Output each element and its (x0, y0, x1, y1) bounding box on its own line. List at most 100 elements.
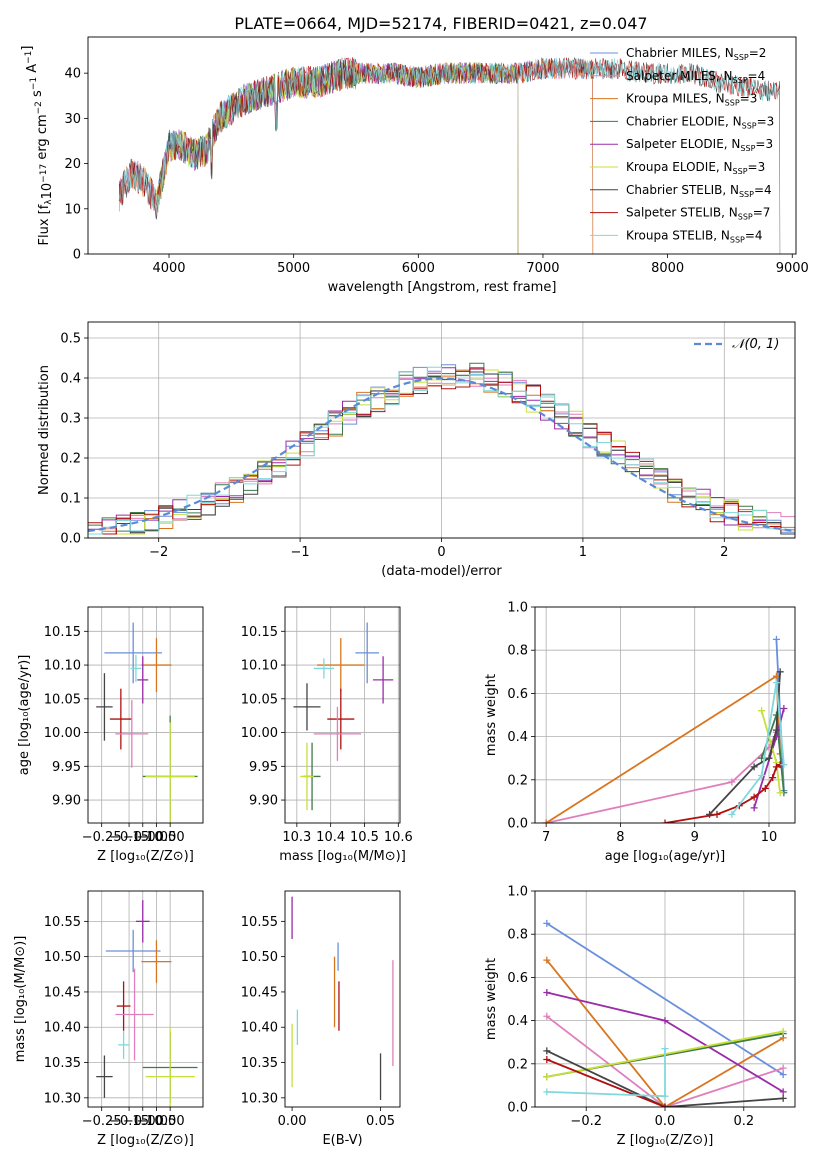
errorbar-point (313, 706, 362, 761)
weight-marker (772, 635, 780, 643)
x-tick-label: 10.4 (316, 830, 345, 845)
errorbar-point (137, 656, 149, 704)
y-tick-label: 0.2 (507, 1057, 528, 1072)
plot-area (96, 622, 198, 823)
weight-marker (543, 919, 551, 927)
y-tick-label: 10.45 (44, 985, 81, 1000)
y-tick-label: 0.8 (507, 644, 528, 659)
weight-marker (543, 989, 551, 997)
weight-marker (543, 1047, 551, 1055)
x-tick-label: −0.10 (123, 830, 163, 845)
y-tick-label: 0.1 (60, 492, 81, 507)
weight-line (546, 1015, 784, 1107)
x-tick-label: 10.6 (384, 830, 413, 845)
y-tick-label: 0.8 (507, 928, 528, 943)
y-tick-label: 0.2 (60, 452, 81, 467)
y-tick-label: 10.30 (241, 1091, 278, 1106)
x-tick-label: −0.05 (137, 830, 177, 845)
x-axis-label: Z [log₁₀(Z/Z⊙)] (97, 849, 194, 864)
y-axis-label: mass weight (484, 958, 499, 1040)
plot-area (293, 622, 394, 811)
y-tick-label: 0.6 (507, 687, 528, 702)
x-tick-label: 10 (761, 830, 778, 845)
panel-age_vs_Z: −0.25−0.15−0.10−0.050.00 9.90 9.95 10.00 10.… (17, 606, 204, 864)
x-tick-label: −0.15 (109, 1114, 149, 1129)
y-tick-label: 10.40 (241, 1021, 278, 1036)
axes-frame (87, 321, 796, 539)
y-axis-label: Flux [fλ10−17 erg cm−2 s−1 A−1] (20, 46, 55, 246)
weight-marker (750, 793, 758, 801)
y-tick-label: 10.00 (241, 726, 278, 741)
y-tick-label: 9.95 (249, 760, 278, 775)
y-tick-label: 1.0 (507, 601, 528, 616)
x-axis-label: mass [log₁₀(M/M⊙)] (279, 849, 406, 864)
y-tick-label: 20 (64, 157, 81, 172)
weight-marker (780, 761, 788, 769)
weight-marker (661, 1092, 669, 1100)
x-tick-label: −0.10 (123, 1114, 163, 1129)
weight-marker (765, 754, 773, 762)
axes-frame (284, 890, 401, 1108)
weight-marker (661, 819, 669, 823)
x-tick-label: 0 (437, 545, 445, 560)
legend-entry: Salpeter MILES, NSSP=4 (626, 69, 765, 85)
errorbar-point (300, 742, 314, 811)
x-tick-label: 9000 (776, 261, 809, 276)
y-tick-label: 0 (73, 248, 81, 263)
x-tick-label: 7000 (526, 261, 559, 276)
x-tick-label: −0.2 (570, 1114, 602, 1129)
plot-area (118, 56, 781, 254)
panel-mass_vs_EBV: 0.00 0.05 10.30 10.35 10.40 10.45 10.50 10.55 E(… (241, 890, 401, 1148)
weight-marker (543, 1055, 551, 1063)
x-tick-label: −1 (291, 545, 310, 560)
y-tick-label: 10.40 (44, 1021, 81, 1036)
y-tick-label: 10.50 (44, 950, 81, 965)
axes-frame (87, 606, 204, 824)
errorbar-point (118, 1030, 130, 1059)
weight-marker (750, 804, 758, 812)
y-tick-label: 0.6 (507, 971, 528, 986)
weight-marker (728, 810, 736, 818)
weight-marker (780, 705, 788, 713)
errorbar-point (293, 683, 321, 731)
y-tick-label: 10.10 (241, 659, 278, 674)
x-axis-label: (data-model)/error (381, 564, 502, 579)
legend-entry: Chabrier STELIB, NSSP=4 (626, 183, 772, 199)
weight-marker (661, 1103, 669, 1107)
weight-line (545, 731, 778, 823)
errorbar-point (104, 622, 162, 684)
x-tick-label: 4000 (152, 261, 185, 276)
y-tick-label: 0.5 (60, 332, 81, 347)
weight-marker (779, 1071, 787, 1079)
x-tick-label: 1 (579, 545, 587, 560)
plot-area (543, 919, 787, 1107)
x-axis-label: Z [log₁₀(Z/Z⊙)] (97, 1133, 194, 1148)
weight-line (731, 682, 785, 815)
y-axis-label: mass [log₁₀(M/M⊙)] (13, 936, 28, 1063)
x-tick-label: −0.25 (82, 1114, 122, 1129)
axes-frame (87, 890, 204, 1108)
errorbar-point (141, 940, 172, 983)
x-axis-label: E(B-V) (322, 1133, 362, 1148)
spectrum-line (118, 56, 781, 254)
weight-marker (769, 774, 777, 782)
x-tick-label: 8000 (651, 261, 684, 276)
weight-marker (779, 1027, 787, 1035)
weight-marker (761, 784, 769, 792)
weight-marker (779, 1094, 787, 1102)
weight-marker (661, 1045, 669, 1053)
legend-entry: Chabrier ELODIE, NSSP=3 (626, 114, 774, 130)
axes-frame (87, 36, 797, 255)
legend-entry: 𝒩(0, 1) (732, 337, 779, 352)
weight-line (545, 674, 781, 823)
y-axis-label: mass weight (484, 674, 499, 756)
plot-area (96, 900, 198, 1107)
legend-entry: Chabrier MILES, NSSP=2 (626, 46, 766, 62)
y-tick-label: 10.05 (44, 692, 81, 707)
weight-marker (772, 672, 780, 680)
axes-frame (534, 606, 796, 824)
y-tick-label: 0.3 (60, 412, 81, 427)
y-tick-label: 10.30 (44, 1091, 81, 1106)
x-tick-label: 8 (616, 830, 624, 845)
